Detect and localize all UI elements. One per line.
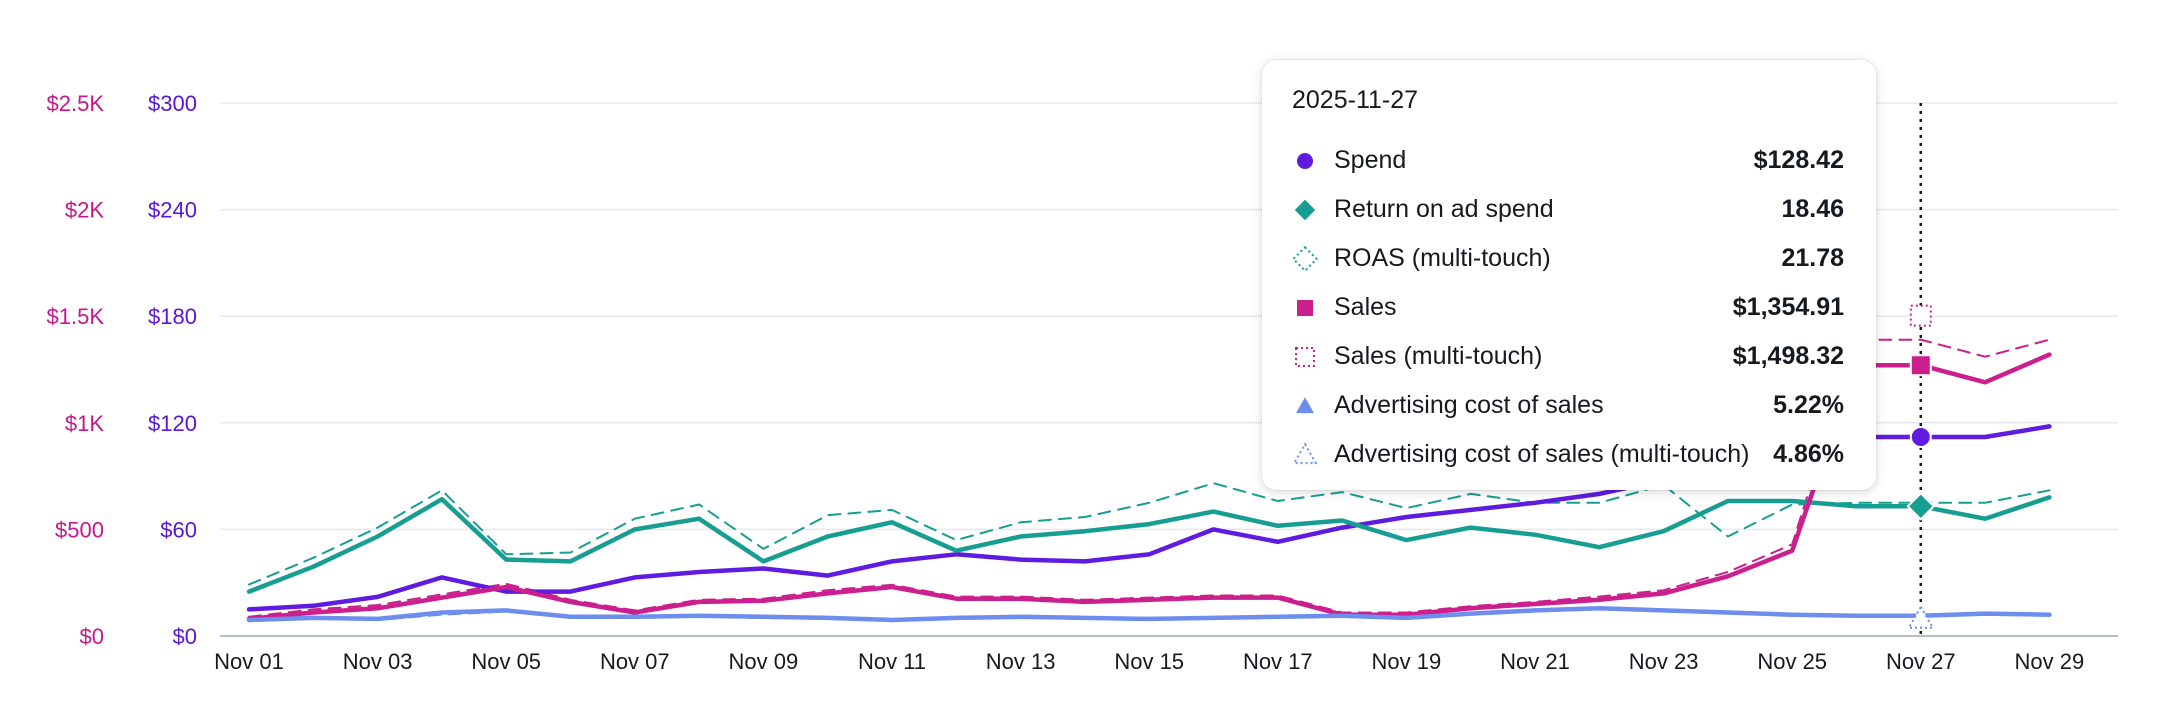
x-tick-label: Nov 21 xyxy=(1500,649,1570,674)
y-tick-label-inner: $300 xyxy=(148,91,197,116)
x-tick-label: Nov 01 xyxy=(214,649,284,674)
tooltip-rows: Spend $128.42 Return on ad spend 18.46 ROAS … xyxy=(1292,136,1844,479)
marker-advertising-cost-of-sales-multi-touch xyxy=(1907,604,1935,629)
x-tick-label: Nov 29 xyxy=(2015,649,2085,674)
y-axis-inner-spend: $0 $60 $120 $180 $240 $300 xyxy=(148,91,197,649)
x-tick-label: Nov 15 xyxy=(1114,649,1184,674)
tooltip-series-value: 21.78 xyxy=(1781,244,1844,272)
gridlines xyxy=(220,102,2118,637)
tooltip-row-advertising-cost-of-sales-multi-touch: Advertising cost of sales (multi-touch) 4… xyxy=(1292,430,1844,479)
x-tick-label: Nov 13 xyxy=(986,649,1056,674)
x-axis: Nov 01 Nov 03 Nov 05 Nov 07 Nov 09 Nov 11 Nov … xyxy=(214,649,2084,674)
tooltip-series-name: Advertising cost of sales xyxy=(1334,391,1604,419)
triangle-dotted-glyph xyxy=(1292,441,1318,464)
tooltip-series-name: Sales xyxy=(1334,293,1397,321)
triangle-glyph xyxy=(1292,392,1318,415)
tooltip-series-value: 18.46 xyxy=(1781,195,1844,223)
x-tick-label: Nov 11 xyxy=(858,649,926,674)
diamond-dotted-glyph xyxy=(1292,245,1318,272)
y-tick-label-outer: $2K xyxy=(65,198,104,223)
triangle-marker-icon xyxy=(1292,392,1318,419)
tooltip-row-roas-multi-touch: ROAS (multi-touch) 21.78 xyxy=(1292,234,1844,283)
square-marker-icon xyxy=(1292,295,1318,321)
tooltip-series-name: Spend xyxy=(1334,146,1407,174)
chart-tooltip: 2025-11-27 Spend $128.42 Return on ad spen… xyxy=(1262,60,1876,490)
tooltip-series-name: Advertising cost of sales (multi-touch) xyxy=(1334,440,1750,468)
y-tick-label-outer: $2.5K xyxy=(47,91,105,116)
circle-marker-icon xyxy=(1292,148,1318,174)
tooltip-series-value: $1,354.91 xyxy=(1732,293,1844,321)
x-tick-label: Nov 17 xyxy=(1243,649,1313,674)
series-line-sales xyxy=(246,352,2052,622)
tooltip-row-sales-multi-touch: Sales (multi-touch) $1,498.32 xyxy=(1292,332,1844,381)
marker-spend xyxy=(1909,426,1932,449)
triangle-dotted-marker-icon xyxy=(1292,441,1318,468)
tooltip-series-name: Sales (multi-touch) xyxy=(1334,342,1543,370)
square-glyph xyxy=(1295,297,1315,318)
tooltip-date: 2025-11-27 xyxy=(1292,86,1419,114)
tooltip-series-value: 5.22% xyxy=(1773,391,1844,419)
marker-sales xyxy=(1909,354,1932,377)
tooltip-row-return-on-ad-spend: Return on ad spend 18.46 xyxy=(1292,185,1844,234)
series-line-return-on-ad-spend xyxy=(246,495,2052,594)
y-axis-outer-sales: $0 $500 $1K $1.5K $2K $2.5K xyxy=(47,91,105,649)
x-tick-label: Nov 03 xyxy=(343,649,413,674)
y-tick-label-inner: $180 xyxy=(148,304,197,329)
diamond-glyph xyxy=(1292,196,1318,223)
y-tick-label-outer: $0 xyxy=(80,624,104,649)
tooltip-series-value: $128.42 xyxy=(1753,146,1844,174)
series-line-roas-multi-touch xyxy=(248,482,2051,586)
diamond-marker-icon xyxy=(1292,196,1318,223)
square-dotted-marker-icon xyxy=(1292,344,1318,370)
x-tick-label: Nov 25 xyxy=(1757,649,1827,674)
marker-return-on-ad-spend xyxy=(1906,491,1936,521)
x-tick-label: Nov 27 xyxy=(1886,649,1956,674)
tooltip-series-name: ROAS (multi-touch) xyxy=(1334,244,1551,272)
y-tick-label-outer: $500 xyxy=(55,517,104,542)
y-tick-label-inner: $60 xyxy=(160,517,197,542)
x-tick-label: Nov 07 xyxy=(600,649,670,674)
y-tick-label-outer: $1K xyxy=(65,411,104,436)
highlight-markers xyxy=(1906,304,1936,629)
tooltip-row-spend: Spend $128.42 xyxy=(1292,136,1844,185)
diamond-dotted-marker-icon xyxy=(1292,245,1318,272)
tooltip-row-advertising-cost-of-sales: Advertising cost of sales 5.22% xyxy=(1292,381,1844,430)
tooltip-series-value: $1,498.32 xyxy=(1732,342,1844,370)
x-tick-label: Nov 23 xyxy=(1629,649,1699,674)
circle-glyph xyxy=(1295,150,1315,171)
marker-sales-multi-touch xyxy=(1909,304,1932,327)
y-tick-label-inner: $120 xyxy=(148,411,197,436)
series-line-advertising-cost-of-sales xyxy=(246,606,2052,623)
tooltip-series-name: Return on ad spend xyxy=(1334,195,1554,223)
x-tick-label: Nov 05 xyxy=(471,649,541,674)
square-dotted-glyph xyxy=(1295,346,1315,367)
tooltip-row-sales: Sales $1,354.91 xyxy=(1292,283,1844,332)
x-tick-label: Nov 09 xyxy=(729,649,799,674)
x-tick-label: Nov 19 xyxy=(1372,649,1442,674)
y-tick-label-inner: $0 xyxy=(173,624,197,649)
tooltip-series-value: 4.86% xyxy=(1773,440,1844,468)
y-tick-label-inner: $240 xyxy=(148,198,197,223)
y-tick-label-outer: $1.5K xyxy=(47,304,105,329)
